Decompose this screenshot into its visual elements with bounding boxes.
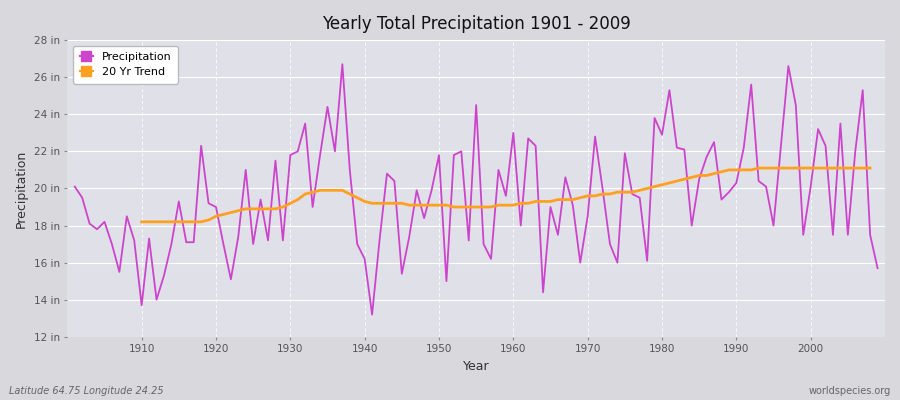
Text: worldspecies.org: worldspecies.org — [809, 386, 891, 396]
Y-axis label: Precipitation: Precipitation — [15, 149, 28, 228]
X-axis label: Year: Year — [463, 360, 490, 373]
Text: Latitude 64.75 Longitude 24.25: Latitude 64.75 Longitude 24.25 — [9, 386, 164, 396]
Title: Yearly Total Precipitation 1901 - 2009: Yearly Total Precipitation 1901 - 2009 — [322, 15, 631, 33]
Legend: Precipitation, 20 Yr Trend: Precipitation, 20 Yr Trend — [73, 46, 178, 84]
